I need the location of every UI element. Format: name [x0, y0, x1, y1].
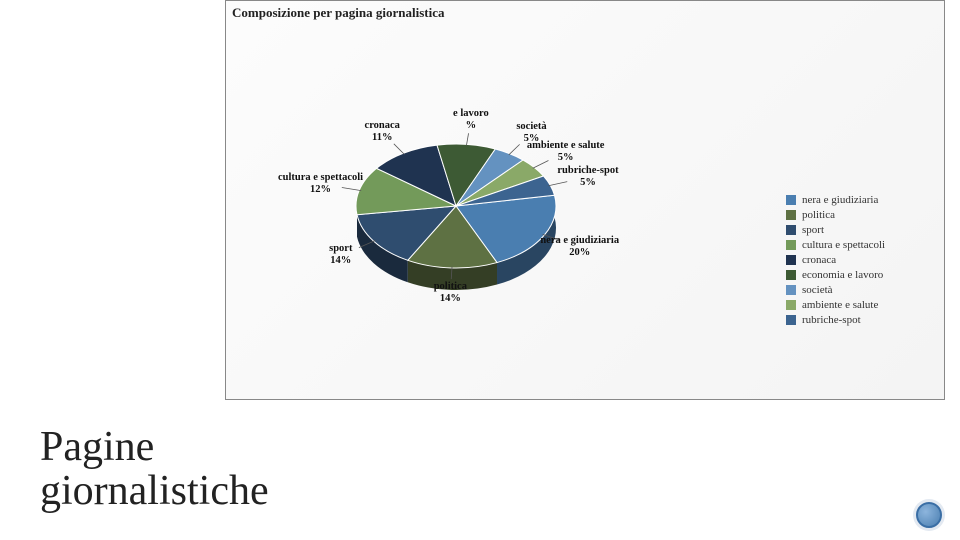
- legend-swatch: [786, 285, 796, 295]
- legend-swatch: [786, 255, 796, 265]
- leader-line: [548, 182, 567, 186]
- legend-item: sport: [786, 224, 936, 236]
- chart-title: Composizione per pagina giornalistica: [232, 5, 444, 21]
- chart-frame: Composizione per pagina giornalistica ne…: [225, 0, 945, 400]
- legend-label: cultura e spettacoli: [802, 239, 885, 251]
- pie-svg: [316, 71, 596, 351]
- legend-item: nera e giudiziaria: [786, 194, 936, 206]
- legend-item: rubriche-spot: [786, 314, 936, 326]
- legend-swatch: [786, 315, 796, 325]
- pie-chart: nera e giudiziaria20%politica14%sport14%…: [316, 71, 596, 351]
- legend-label: sport: [802, 224, 824, 236]
- title-line2: giornalistiche: [40, 468, 269, 514]
- legend-swatch: [786, 240, 796, 250]
- page-number-badge: [916, 502, 942, 528]
- leader-line: [509, 144, 520, 154]
- legend-label: politica: [802, 209, 835, 221]
- legend-label: cronaca: [802, 254, 836, 266]
- legend-item: politica: [786, 209, 936, 221]
- legend-item: ambiente e salute: [786, 299, 936, 311]
- legend-label: rubriche-spot: [802, 314, 861, 326]
- leader-line: [342, 188, 361, 191]
- leader-line: [394, 144, 405, 155]
- legend-label: nera e giudiziaria: [802, 194, 878, 206]
- page-title: Pagine giornalistiche: [40, 425, 269, 513]
- legend-swatch: [786, 195, 796, 205]
- legend-item: cronaca: [786, 254, 936, 266]
- leader-line: [533, 161, 549, 169]
- legend-label: economia e lavoro: [802, 269, 883, 281]
- legend-swatch: [786, 300, 796, 310]
- slide: Composizione per pagina giornalistica ne…: [0, 0, 960, 540]
- leader-line: [466, 133, 468, 145]
- legend-item: cultura e spettacoli: [786, 239, 936, 251]
- legend: nera e giudiziaria politica sport cultura e…: [786, 191, 936, 329]
- legend-swatch: [786, 270, 796, 280]
- legend-swatch: [786, 210, 796, 220]
- legend-label: ambiente e salute: [802, 299, 878, 311]
- legend-item: società: [786, 284, 936, 296]
- legend-label: società: [802, 284, 833, 296]
- legend-item: economia e lavoro: [786, 269, 936, 281]
- legend-swatch: [786, 225, 796, 235]
- title-line1: Pagine: [40, 424, 154, 470]
